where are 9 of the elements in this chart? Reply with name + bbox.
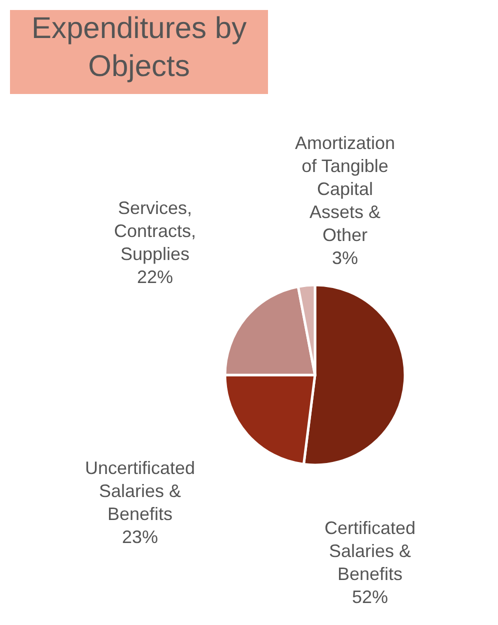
chart-title: Expenditures by Objects (31, 12, 247, 83)
slice-label: Amortization of Tangible Capital Assets & Other (294, 133, 396, 245)
data-label: 52% (352, 587, 388, 607)
slice-label: Services, Contracts, Supplies (114, 198, 196, 264)
data-label: 22% (136, 267, 174, 287)
slice-label: Uncertificated Salaries & Benefits (84, 458, 196, 524)
data-label: 3% (332, 248, 358, 268)
slice-label: Certificated Salaries & Benefits (324, 518, 416, 584)
data-label: 23% (122, 527, 158, 547)
